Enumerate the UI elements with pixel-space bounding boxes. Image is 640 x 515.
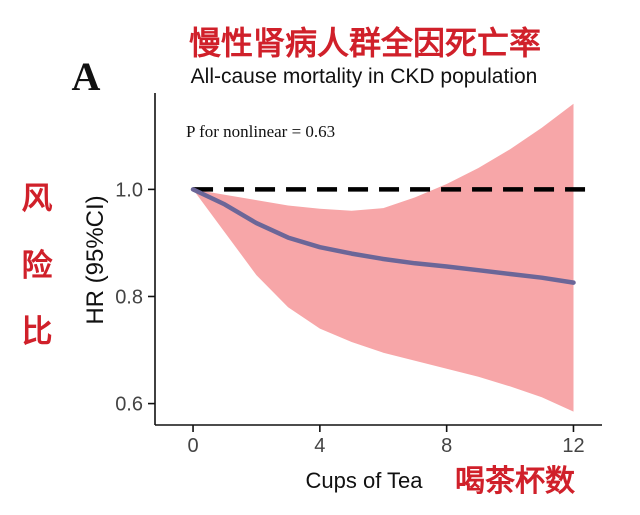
- p-nonlinear-annotation: P for nonlinear = 0.63: [186, 122, 335, 141]
- hr-curve: [190, 187, 576, 285]
- x-axis-label: Cups of Tea: [305, 468, 423, 493]
- chinese-y-label-char: 险: [22, 248, 54, 284]
- chinese-x-label: 喝茶杯数: [455, 464, 576, 499]
- panel-label: A: [72, 54, 101, 99]
- y-axis-label: HR (95%CI): [82, 195, 109, 324]
- y-tick-label: 0.8: [115, 286, 143, 308]
- axes: 0.6 0.8 1.0 0 4 8 12: [115, 93, 602, 457]
- x-tick-label: 0: [187, 435, 198, 457]
- chinese-y-label: 风 险 比: [22, 181, 54, 350]
- y-tick-label: 0.6: [115, 394, 143, 416]
- x-tick-label: 8: [441, 435, 452, 457]
- y-tick-label: 1.0: [115, 179, 143, 201]
- plot-area: P for nonlinear = 0.63 0.6 0.8 1.0 0 4 8 12: [115, 93, 602, 457]
- x-tick-label: 4: [314, 435, 325, 457]
- chinese-y-label-char: 风: [22, 181, 53, 217]
- chart-title: All-cause mortality in CKD population: [191, 65, 538, 88]
- x-tick-label: 12: [562, 435, 584, 457]
- chinese-y-label-char: 比: [22, 314, 53, 350]
- chinese-title: 慢性肾病人群全因死亡率: [189, 24, 541, 62]
